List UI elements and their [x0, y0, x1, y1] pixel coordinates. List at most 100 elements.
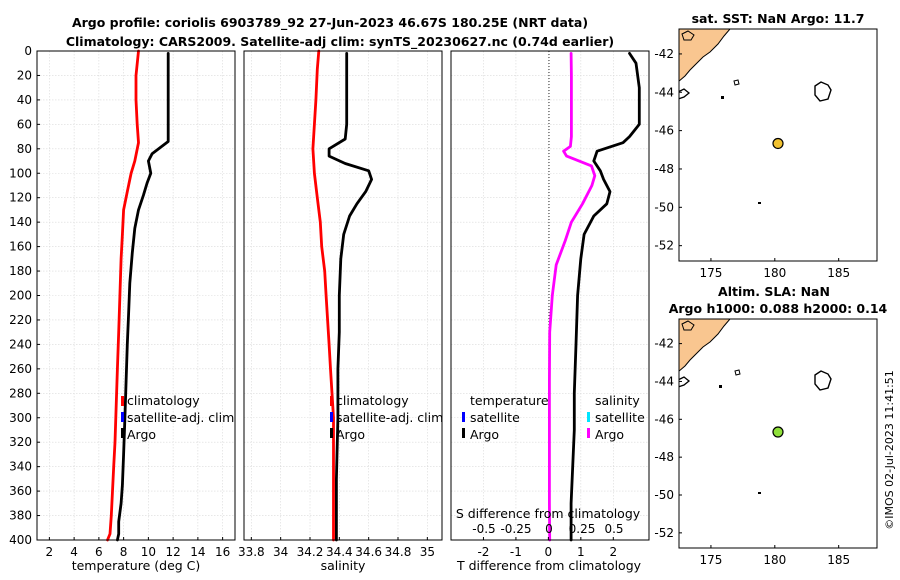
lon-tick-label: 180	[763, 266, 786, 280]
salinity-panel: 33.8 34 34.2 34.4 34.6 34.8 35 salinity climat…	[238, 49, 443, 573]
sla-map-land	[679, 319, 832, 494]
temperature-panel: 2 4 6 8 10 12 14 16 0 20 40 60 80 100 120 140 160 180 200…	[9, 44, 236, 573]
s-difference-label: S difference from climatology	[456, 506, 641, 521]
y-tick-label: 200	[9, 289, 32, 303]
sst-map-yticks: -42 -44 -46 -48 -50 -52	[654, 47, 682, 253]
bounty-island-land	[733, 79, 740, 86]
small-islet-land	[758, 492, 761, 494]
sla-map-xticks: 175 180 185	[699, 545, 850, 567]
legend-swatch-argo	[121, 428, 124, 438]
y-tick-label: 360	[9, 484, 32, 498]
legend-swatch-t-argo	[462, 428, 465, 438]
legend-swatch-s-argo	[587, 428, 590, 438]
lon-tick-label: 185	[827, 266, 850, 280]
x-tick-label: 35	[420, 545, 435, 559]
legend-label-argo: Argo	[127, 427, 156, 442]
figure-title-line2: Climatology: CARS2009. Satellite-adj cli…	[66, 34, 614, 50]
chatham-islands-land	[814, 81, 832, 102]
x-tick-label: 1	[577, 545, 585, 559]
antipodes-island-land	[719, 385, 722, 388]
x-tick-label: 12	[165, 545, 180, 559]
difference-series	[548, 52, 641, 542]
bounty-island-land	[734, 369, 741, 376]
x-tick-label: 33.8	[238, 545, 265, 559]
legend-swatch-t-satellite	[462, 412, 465, 422]
lat-tick-label: -46	[654, 124, 674, 138]
t-argo-profile-line	[569, 52, 641, 542]
y-tick-label: 400	[9, 533, 32, 547]
legend-label-climatology: climatology	[127, 393, 200, 408]
argo-position-dot	[772, 426, 784, 438]
x-tick-label: 6	[95, 545, 103, 559]
x-tick-label: 34.2	[297, 545, 324, 559]
lat-tick-label: -46	[654, 412, 674, 426]
y-tick-label: 240	[9, 337, 32, 351]
x-tick-label: 34.4	[326, 545, 353, 559]
sla-argo-points	[772, 426, 784, 438]
y-tick-label: 300	[9, 411, 32, 425]
x-tick-label: 2	[46, 545, 54, 559]
s-tick: 0.25	[569, 522, 596, 536]
figure-title-line1: Argo profile: coriolis 6903789_92 27-Jun…	[72, 15, 588, 31]
legend-label-satellite-adj: satellite-adj. clim	[336, 410, 443, 425]
banks-peninsula-land	[681, 320, 695, 331]
legend-label-t-argo: Argo	[470, 427, 499, 442]
x-tick-label: 0	[545, 545, 553, 559]
nz-south-island-land	[679, 29, 731, 82]
sla-map-axes-box	[678, 318, 878, 549]
legend-label-satellite-adj: satellite-adj. clim	[127, 410, 234, 425]
y-tick-label: 40	[17, 93, 32, 107]
sst-map-title: sat. SST: NaN Argo: 11.7	[692, 11, 865, 26]
difference-axes-box	[450, 50, 650, 541]
sla-map: Altim. SLA: NaN Argo h1000: 0.088 h2000:…	[654, 284, 887, 567]
y-tick-label: 140	[9, 215, 32, 229]
y-tick-label: 280	[9, 386, 32, 400]
sst-map-axes-box	[678, 28, 878, 262]
argo-position-dot	[772, 137, 784, 150]
sst-map-xticks: 175 180 185	[699, 258, 850, 280]
banks-peninsula-land	[681, 30, 695, 41]
salinity-grid	[244, 50, 442, 541]
argo-profile-line	[116, 52, 170, 542]
climatology-profile-line	[311, 49, 335, 542]
legend-swatch-s-satellite	[587, 412, 590, 422]
s-tick: 0	[545, 522, 553, 536]
lon-tick-label: 175	[699, 266, 722, 280]
legend-label-climatology: climatology	[336, 393, 409, 408]
x-tick-label: 8	[120, 545, 128, 559]
difference-xticks: -2 -1 0 1 2	[477, 537, 617, 559]
temperature-grid	[37, 50, 235, 541]
lat-tick-label: -48	[654, 162, 674, 176]
argo-profile-line	[327, 52, 374, 542]
s-tick: 0.5	[604, 522, 623, 536]
temperature-xticks: 2 4 6 8 10 12 14 16	[46, 537, 230, 559]
timestamp-stamp: ©IMOS 02-Jul-2023 11:41:51	[883, 370, 896, 530]
lat-tick-label: -50	[654, 488, 674, 502]
s-tick: -0.5	[472, 522, 495, 536]
salinity-legend: climatology satellite-adj. clim Argo	[330, 393, 443, 442]
y-tick-label: 160	[9, 240, 32, 254]
x-tick-label: 14	[190, 545, 205, 559]
y-tick-label: 180	[9, 264, 32, 278]
salinity-xticks: 33.8 34 34.2 34.4 34.6 34.8 35	[238, 537, 435, 559]
lon-tick-label: 180	[763, 553, 786, 567]
nz-south-island-land	[679, 319, 731, 372]
y-tick-label: 20	[17, 68, 32, 82]
x-tick-label: 4	[70, 545, 78, 559]
legend-swatch-climatology	[330, 396, 333, 406]
salinity-axes-box	[243, 50, 443, 541]
legend-label-s-satellite: satellite	[595, 410, 645, 425]
legend-swatch-climatology	[121, 396, 124, 406]
x-tick-label: 10	[141, 545, 156, 559]
lat-tick-label: -48	[654, 450, 674, 464]
y-tick-label: 120	[9, 191, 32, 205]
x-tick-label: 16	[215, 545, 230, 559]
legend-swatch-satellite-adj	[121, 412, 124, 422]
y-tick-label: 340	[9, 460, 32, 474]
lat-tick-label: -44	[654, 85, 674, 99]
stewart-island-land	[679, 88, 691, 100]
y-tick-label: 260	[9, 362, 32, 376]
legend-label-s-argo: Argo	[595, 427, 624, 442]
y-tick-label: 60	[17, 117, 32, 131]
y-tick-label: 320	[9, 435, 32, 449]
